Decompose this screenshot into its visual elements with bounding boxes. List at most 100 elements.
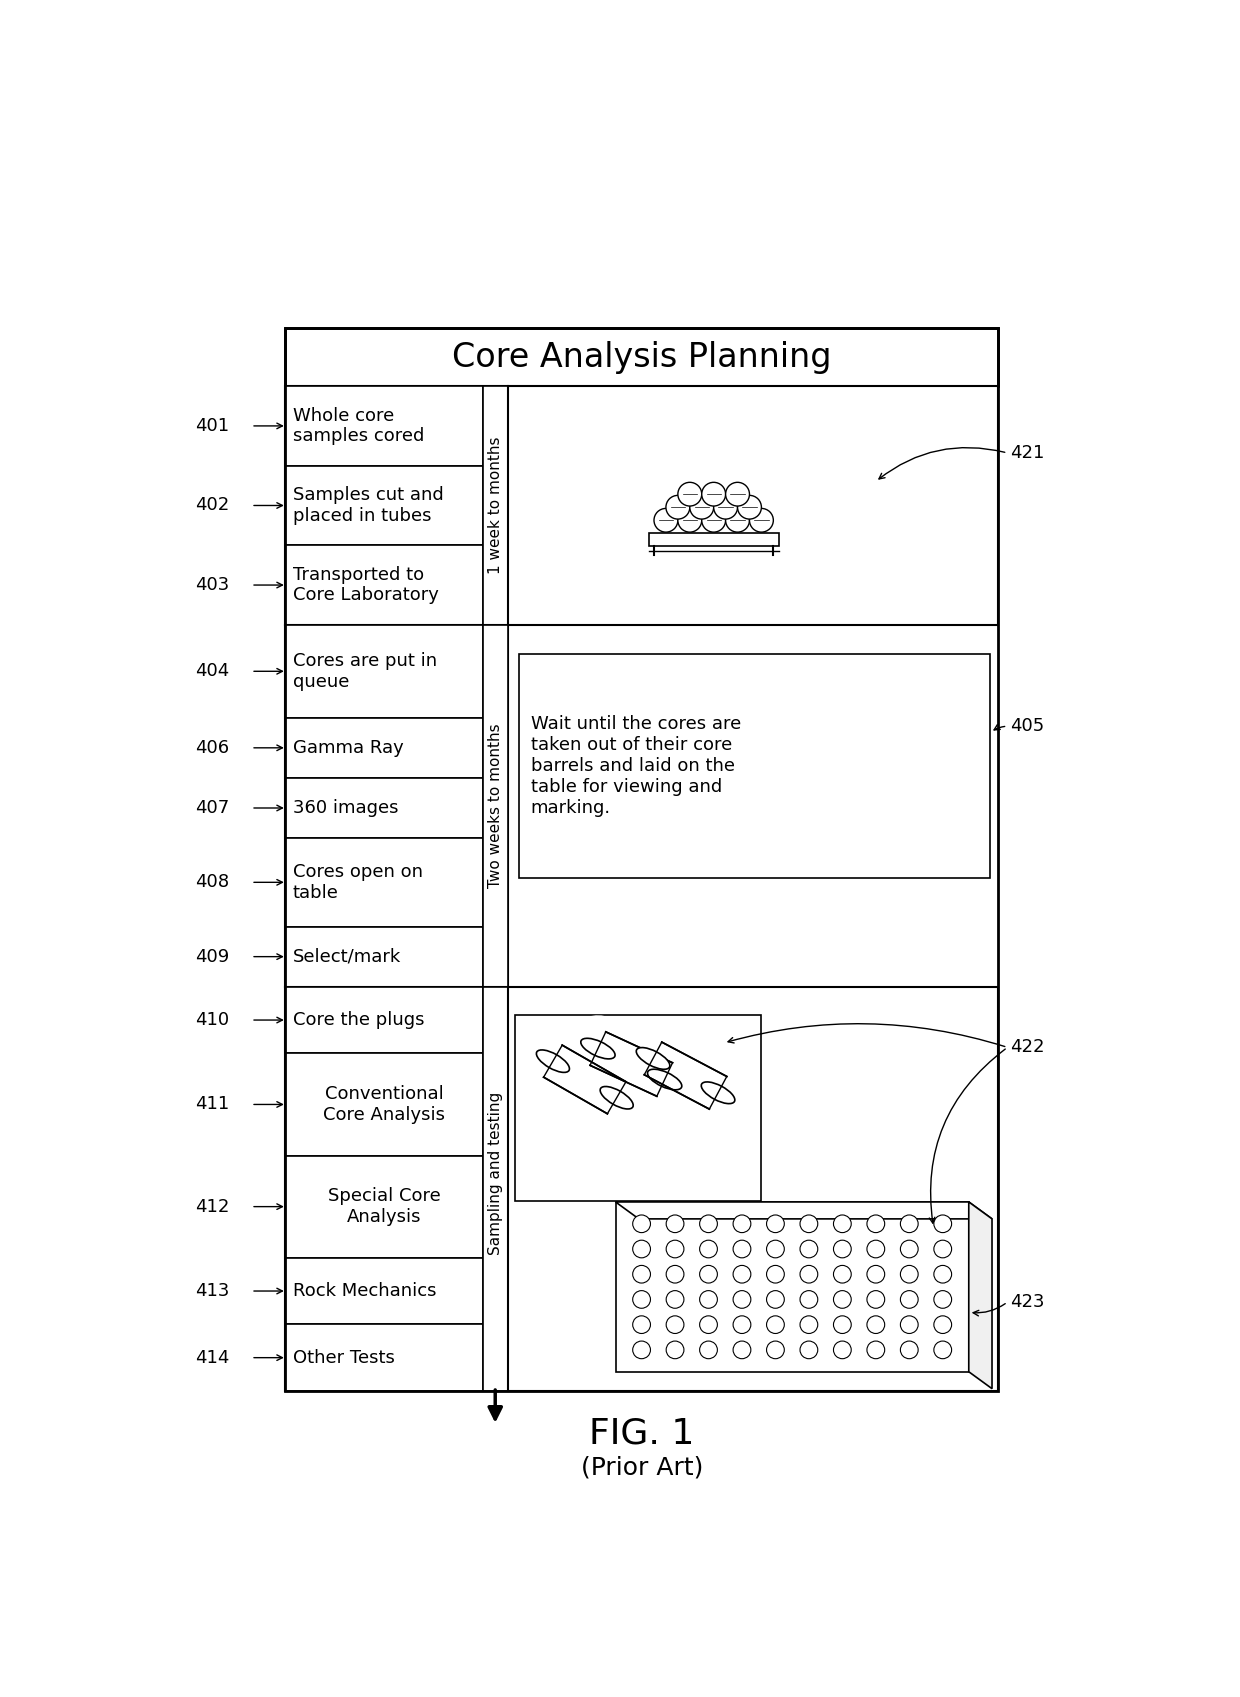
Circle shape (867, 1315, 884, 1334)
Circle shape (833, 1215, 851, 1232)
Bar (285, 465, 482, 545)
Circle shape (766, 1341, 785, 1359)
Bar (615, 1201, 968, 1371)
Circle shape (738, 496, 761, 519)
Polygon shape (543, 1045, 626, 1113)
Text: 401: 401 (195, 417, 229, 434)
Circle shape (800, 1315, 817, 1334)
Polygon shape (968, 1201, 992, 1388)
Circle shape (900, 1315, 918, 1334)
Circle shape (766, 1315, 785, 1334)
Bar (285, 986, 507, 1392)
Text: Rock Mechanics: Rock Mechanics (293, 1281, 436, 1300)
Text: Special Core
Analysis: Special Core Analysis (327, 1188, 440, 1225)
Bar (285, 718, 482, 777)
Bar (285, 1054, 482, 1156)
Text: 360 images: 360 images (293, 799, 398, 816)
Text: (Prior Art): (Prior Art) (580, 1456, 703, 1480)
Circle shape (699, 1315, 718, 1334)
Circle shape (733, 1266, 751, 1283)
Text: Transported to
Core Laboratory: Transported to Core Laboratory (293, 565, 439, 604)
Circle shape (725, 482, 749, 506)
Circle shape (867, 1241, 884, 1257)
Bar (285, 1324, 482, 1392)
Text: 422: 422 (1009, 1039, 1044, 1056)
Bar (285, 838, 482, 927)
Polygon shape (590, 1032, 672, 1096)
Circle shape (900, 1241, 918, 1257)
Circle shape (733, 1315, 751, 1334)
Bar (285, 986, 482, 1054)
Ellipse shape (600, 1086, 634, 1108)
Text: 407: 407 (195, 799, 229, 816)
Circle shape (749, 509, 774, 533)
Circle shape (632, 1291, 651, 1308)
Circle shape (699, 1215, 718, 1232)
Circle shape (702, 482, 725, 506)
Text: Core Analysis Planning: Core Analysis Planning (451, 341, 832, 373)
Circle shape (702, 509, 725, 533)
Circle shape (666, 1315, 684, 1334)
Circle shape (733, 1291, 751, 1308)
Text: Cores open on
table: Cores open on table (293, 862, 423, 901)
Circle shape (666, 1241, 684, 1257)
Text: Two weeks to months: Two weeks to months (487, 723, 502, 888)
Bar (285, 545, 482, 624)
Bar (285, 1156, 482, 1257)
Bar (285, 387, 507, 624)
Text: Wait until the cores are
taken out of their core
barrels and laid on the
table f: Wait until the cores are taken out of th… (531, 716, 742, 816)
Text: 406: 406 (195, 738, 229, 757)
Circle shape (666, 1341, 684, 1359)
Circle shape (833, 1241, 851, 1257)
Circle shape (733, 1241, 751, 1257)
Circle shape (800, 1215, 817, 1232)
Bar (285, 1257, 482, 1324)
Circle shape (766, 1291, 785, 1308)
Circle shape (934, 1215, 951, 1232)
Circle shape (632, 1266, 651, 1283)
Ellipse shape (647, 1069, 682, 1089)
Text: Gamma Ray: Gamma Ray (293, 738, 404, 757)
Ellipse shape (702, 1083, 735, 1103)
Circle shape (934, 1266, 951, 1283)
Circle shape (699, 1341, 718, 1359)
Text: 414: 414 (195, 1349, 229, 1366)
Text: Cores are put in
queue: Cores are put in queue (293, 652, 436, 691)
Text: 405: 405 (1009, 718, 1044, 735)
Circle shape (867, 1215, 884, 1232)
Bar (516, 1015, 760, 1201)
Circle shape (900, 1215, 918, 1232)
Circle shape (666, 496, 689, 519)
Text: Whole core
samples cored: Whole core samples cored (293, 407, 424, 445)
Ellipse shape (580, 1039, 615, 1059)
Bar (285, 624, 482, 718)
Circle shape (699, 1291, 718, 1308)
Text: 409: 409 (195, 947, 229, 966)
Polygon shape (615, 1201, 992, 1218)
Text: 402: 402 (195, 497, 229, 514)
Circle shape (833, 1315, 851, 1334)
Ellipse shape (636, 1047, 670, 1069)
Circle shape (733, 1215, 751, 1232)
Circle shape (934, 1341, 951, 1359)
Bar (285, 777, 482, 838)
Circle shape (766, 1215, 785, 1232)
Circle shape (666, 1215, 684, 1232)
Circle shape (934, 1291, 951, 1308)
Circle shape (800, 1341, 817, 1359)
Circle shape (678, 482, 702, 506)
Text: FIG. 1: FIG. 1 (589, 1417, 694, 1451)
Text: 404: 404 (195, 662, 229, 680)
Text: Select/mark: Select/mark (293, 947, 402, 966)
Circle shape (833, 1291, 851, 1308)
Circle shape (666, 1266, 684, 1283)
Circle shape (632, 1215, 651, 1232)
Bar (285, 927, 482, 986)
Text: 421: 421 (1009, 445, 1044, 462)
Bar (285, 387, 482, 465)
Bar (482, 986, 507, 1392)
Circle shape (766, 1241, 785, 1257)
Bar (482, 624, 507, 986)
Circle shape (867, 1266, 884, 1283)
Bar (520, 653, 991, 877)
